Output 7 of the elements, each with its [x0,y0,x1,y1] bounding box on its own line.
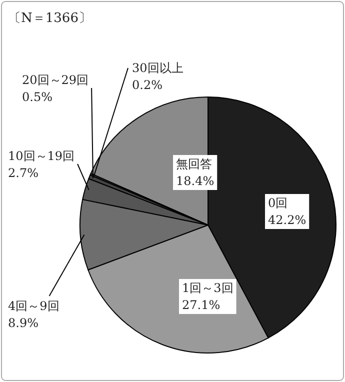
data-label: 42.2% [268,213,306,227]
slice-label: 0回 [268,196,288,210]
slice-label: 無回答 [176,157,212,171]
data-label: 18.4% [176,174,214,188]
data-label: 27.1% [182,298,220,312]
slice-label: 1回～3回 [182,281,234,295]
chart-title: 〔N＝1366〕 [8,11,92,26]
